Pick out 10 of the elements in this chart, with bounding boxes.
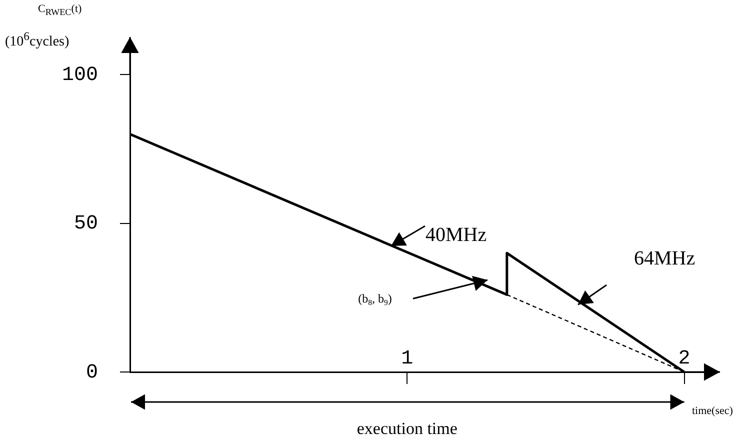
x-tick-label: 1: [401, 347, 414, 370]
x-tick-label: 2: [678, 347, 690, 370]
y-tick-label: 50: [74, 212, 98, 236]
x-axis-title: time(sec): [692, 405, 733, 417]
annotation: 40MHz: [426, 224, 487, 246]
text: C$_{RWEC}$(t) (10$^{6}$cycles): [5, 3, 82, 50]
text: execution time: [356, 419, 458, 439]
annotation: 64MHz: [634, 247, 696, 270]
y-tick-label: 100: [62, 64, 98, 88]
y-tick-label: 0: [86, 361, 98, 384]
